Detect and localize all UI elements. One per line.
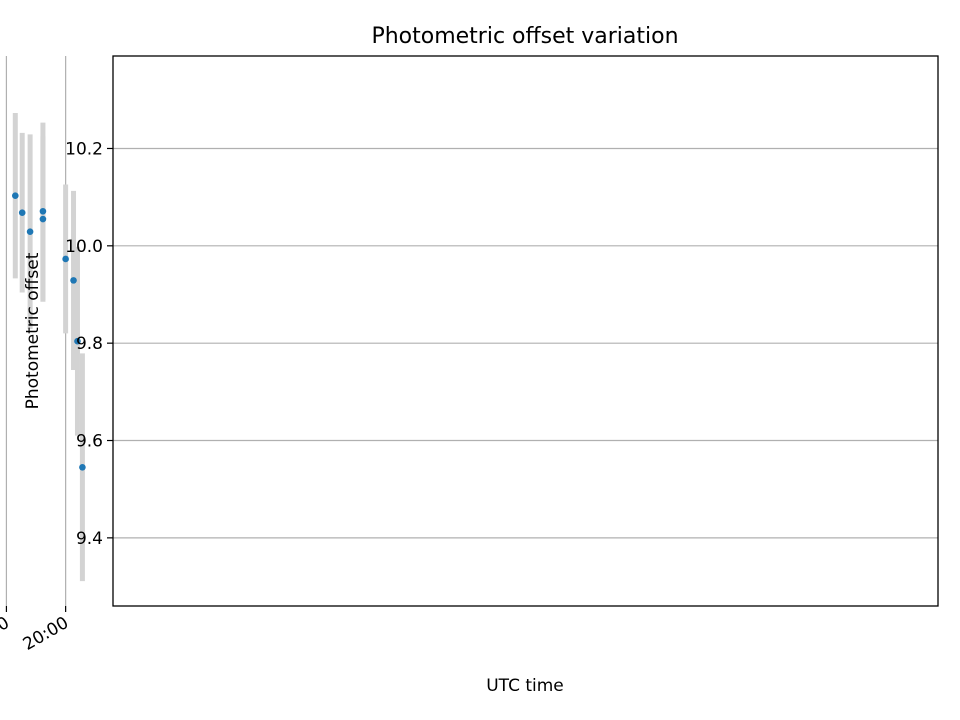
x-tick-label: 20:00 — [20, 613, 72, 655]
y-tick-label: 10.0 — [65, 237, 103, 257]
data-point — [26, 228, 34, 236]
data-point — [79, 463, 86, 471]
x-tick-label: 21:00 — [0, 613, 13, 655]
data-point — [18, 209, 26, 217]
y-tick-label: 9.6 — [76, 432, 103, 452]
y-tick-label: 10.2 — [65, 139, 103, 159]
chart-title: Photometric offset variation — [371, 24, 678, 49]
data-point — [39, 207, 47, 215]
plot-frame — [112, 55, 939, 607]
y-tick-label: 9.8 — [76, 334, 103, 354]
data-point — [62, 255, 69, 263]
data-point — [70, 277, 77, 284]
x-axis-label: UTC time — [486, 676, 564, 696]
point-layer — [12, 192, 86, 471]
data-point — [39, 215, 47, 223]
data-point — [12, 192, 19, 199]
data-point — [74, 337, 81, 345]
grid-layer — [5, 56, 938, 606]
y-axis-label: Photometric offset — [23, 252, 43, 409]
y-tick-label: 9.4 — [76, 529, 103, 549]
